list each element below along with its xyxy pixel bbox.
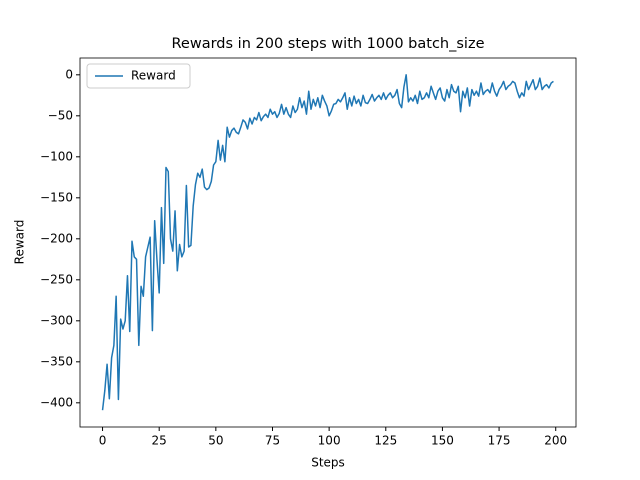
y-tick-label: −150: [40, 190, 73, 204]
y-tick-label: −100: [40, 149, 73, 163]
x-tick-label: 125: [374, 434, 397, 448]
x-axis-label: Steps: [311, 456, 345, 470]
y-tick-label: −400: [40, 395, 73, 409]
legend-label: Reward: [131, 69, 176, 83]
x-tick-label: 175: [488, 434, 511, 448]
chart-title: Rewards in 200 steps with 1000 batch_siz…: [172, 36, 485, 52]
y-tick-label: −50: [48, 108, 73, 122]
x-tick-label: 200: [544, 434, 567, 448]
x-tick-label: 100: [318, 434, 341, 448]
x-tick-label: 0: [99, 434, 107, 448]
x-tick-label: 25: [152, 434, 167, 448]
y-tick-label: −300: [40, 313, 73, 327]
y-tick-label: −200: [40, 231, 73, 245]
legend-box: [86, 63, 191, 89]
x-tick-label: 75: [265, 434, 280, 448]
axes-frame: [79, 57, 577, 428]
y-tick-label: −250: [40, 272, 73, 286]
x-tick-label: 150: [431, 434, 454, 448]
y-axis-label: Reward: [13, 220, 27, 265]
line-series: [101, 74, 554, 411]
x-tick-label: 50: [208, 434, 223, 448]
y-tick-label: −350: [40, 354, 73, 368]
y-tick-label: 0: [65, 67, 73, 81]
